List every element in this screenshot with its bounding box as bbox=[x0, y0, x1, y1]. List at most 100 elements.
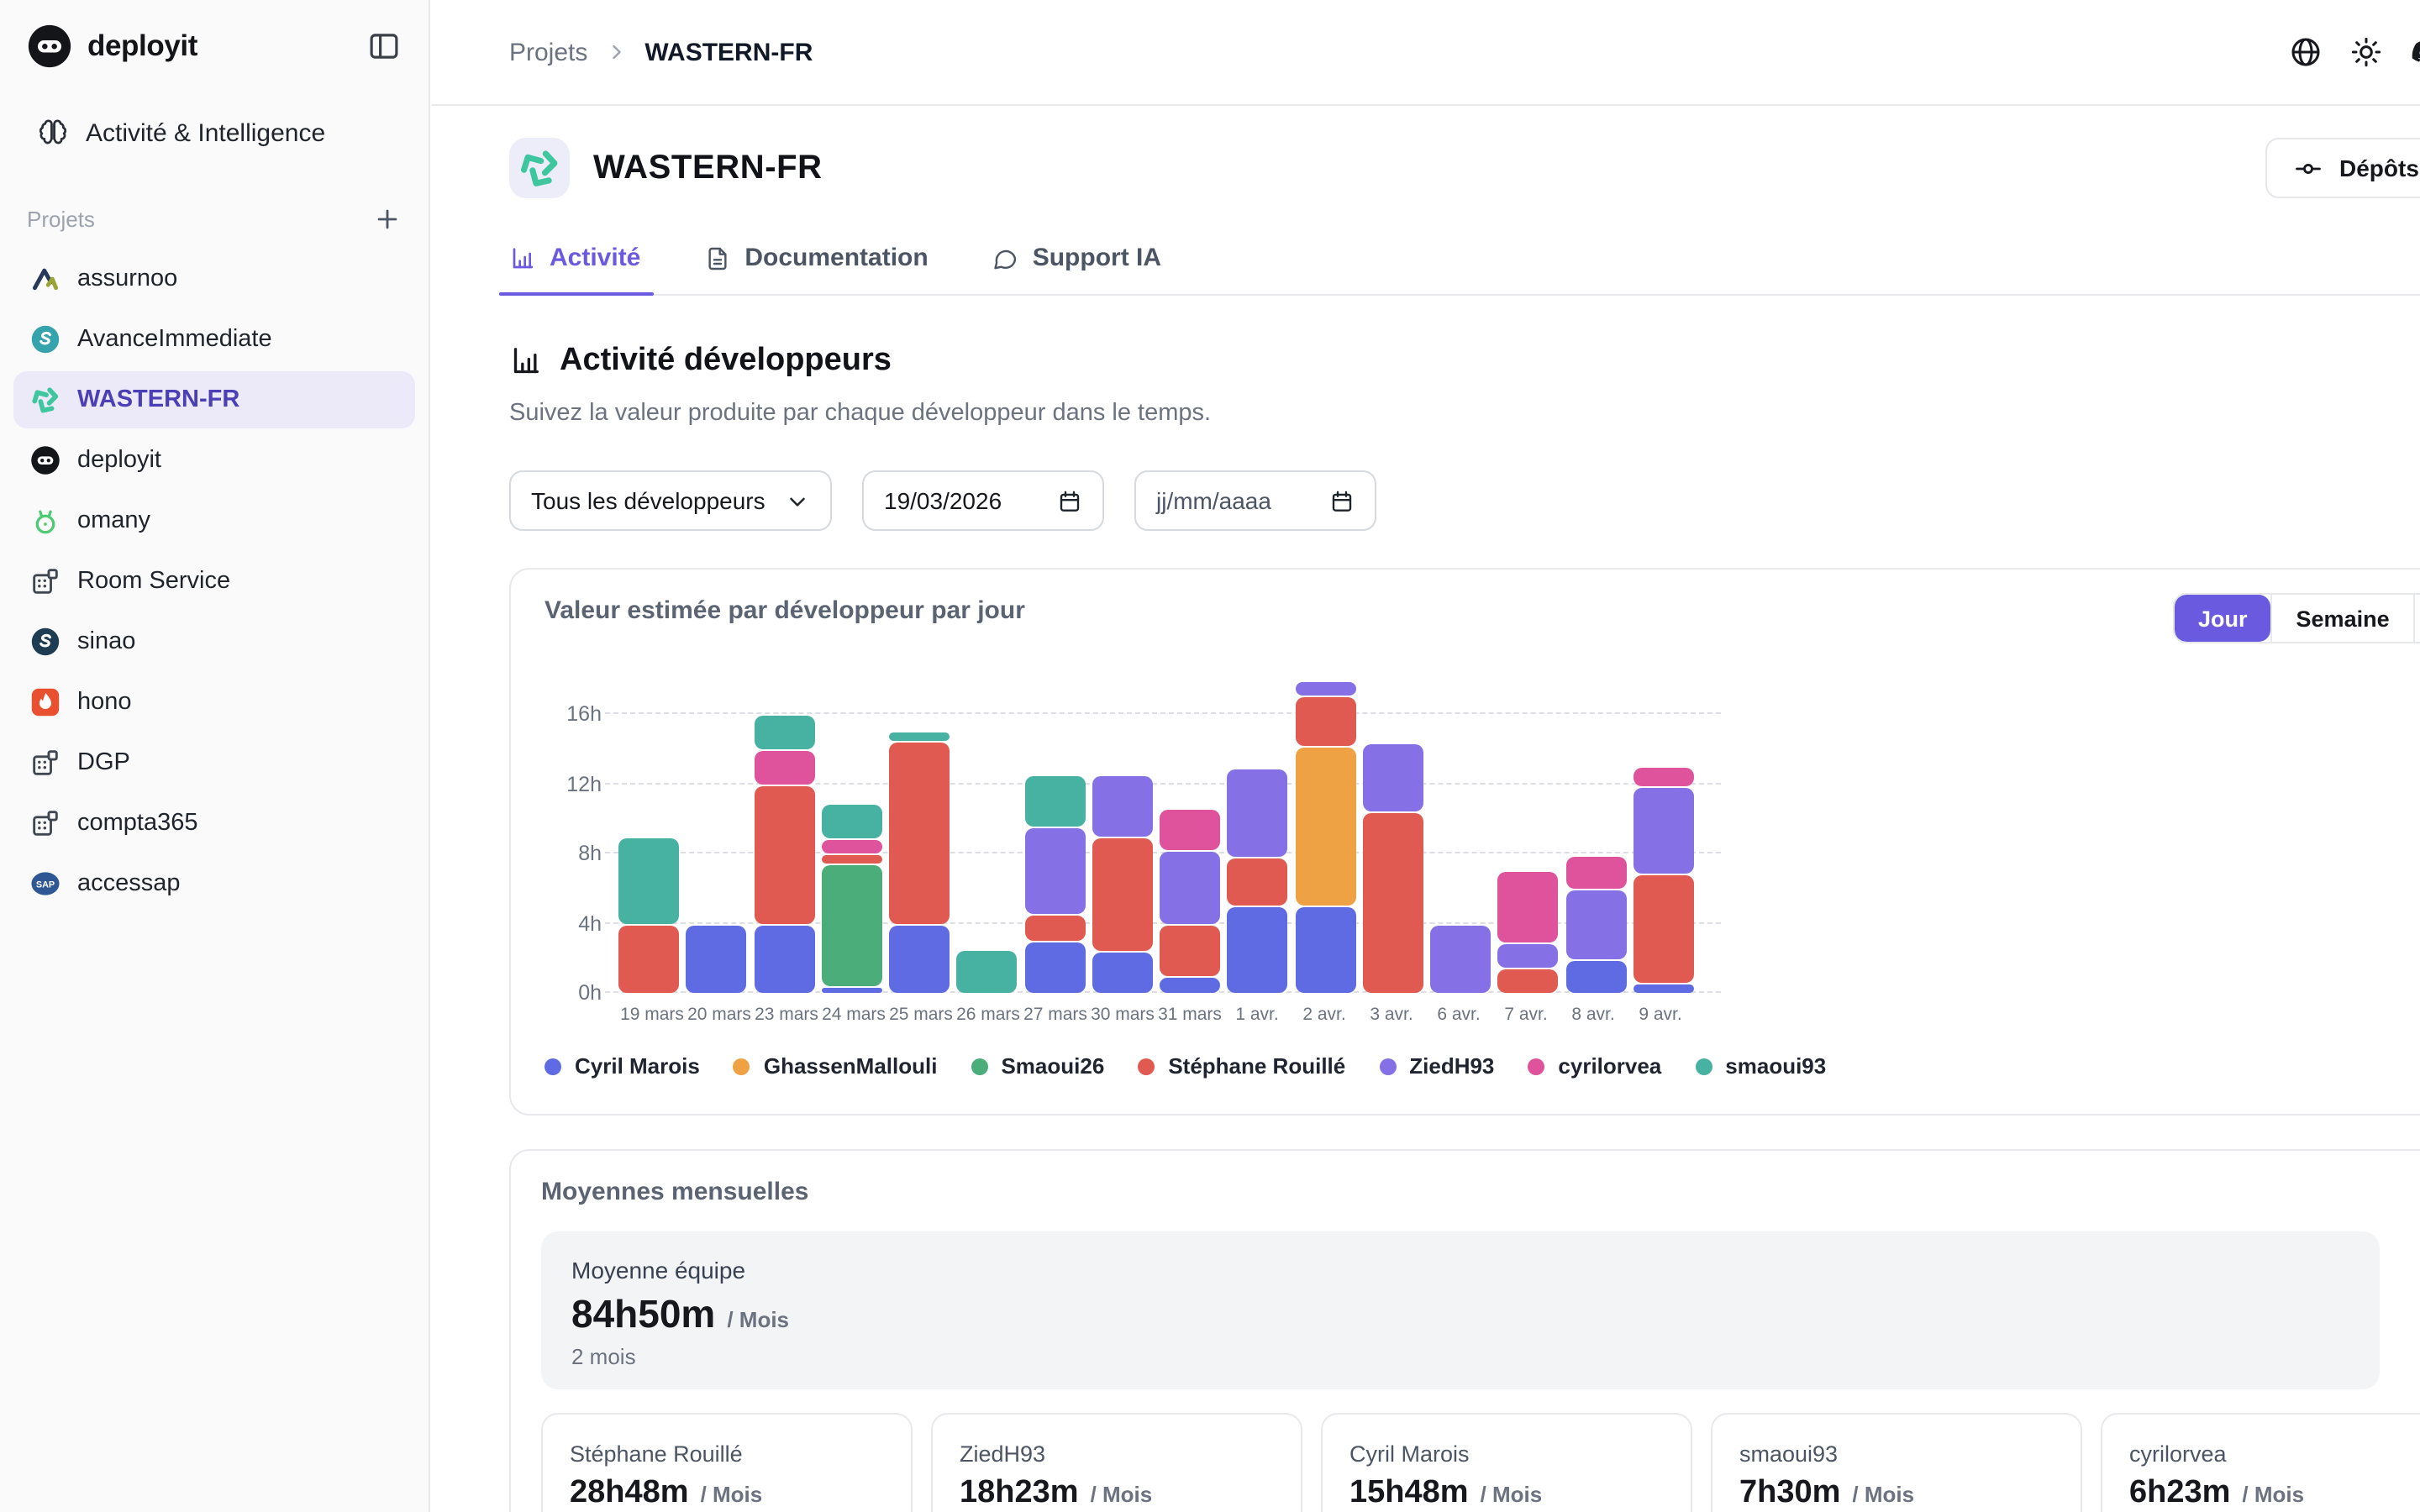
toggle-mois[interactable]: Mois bbox=[2412, 595, 2420, 642]
deposits-button[interactable]: Dépôts bbox=[2265, 138, 2420, 198]
chevron-down-icon bbox=[785, 488, 810, 513]
date-to-input[interactable]: jj/mm/aaaa bbox=[1134, 470, 1376, 531]
bar-segment-cyril-marois bbox=[686, 925, 747, 993]
sidebar-header: deployit bbox=[0, 0, 429, 69]
tab-activit[interactable]: Activité bbox=[498, 244, 655, 296]
sidebar-item-activite-intelligence[interactable]: Activité & Intelligence bbox=[20, 106, 408, 161]
bar-8-avr bbox=[1565, 857, 1627, 993]
bar-segment-cyrilorvea bbox=[1633, 768, 1694, 786]
building-icon bbox=[30, 808, 60, 838]
x-tick-label: 8 avr. bbox=[1571, 1005, 1615, 1025]
legend-label: ZiedH93 bbox=[1409, 1053, 1495, 1079]
sidebar-collapse-icon[interactable] bbox=[366, 29, 402, 64]
sidebar-item-deployit[interactable]: deployit bbox=[13, 432, 415, 489]
sidebar-item-sinao[interactable]: sinao bbox=[13, 613, 415, 670]
project-name: Room Service bbox=[77, 568, 231, 595]
bar-6-avr bbox=[1430, 925, 1491, 993]
globe-icon[interactable] bbox=[2289, 35, 2323, 69]
sidebar-item-compta365[interactable]: compta365 bbox=[13, 795, 415, 852]
bar-segment-cyrilorvea bbox=[1160, 810, 1221, 850]
legend-label: Cyril Marois bbox=[575, 1053, 700, 1079]
topbar-icons bbox=[2289, 35, 2420, 69]
toggle-jour[interactable]: Jour bbox=[2175, 595, 2271, 642]
legend-dot bbox=[1695, 1058, 1712, 1074]
team-average-value: 84h50m bbox=[571, 1292, 716, 1336]
tab-support-ia[interactable]: Support IA bbox=[992, 244, 1161, 294]
y-tick-label: 12h bbox=[566, 772, 602, 795]
date-from-input[interactable]: 19/03/2026 bbox=[862, 470, 1104, 531]
wastern-logo bbox=[30, 385, 60, 415]
y-tick-label: 8h bbox=[578, 842, 602, 865]
omany-logo bbox=[30, 506, 60, 536]
legend-label: Smaoui26 bbox=[1001, 1053, 1105, 1079]
sidebar-item-accessap[interactable]: SAP accessap bbox=[13, 855, 415, 912]
sidebar-item-hono[interactable]: hono bbox=[13, 674, 415, 731]
project-name: hono bbox=[77, 689, 132, 716]
bar-segment-smaoui93 bbox=[889, 732, 950, 741]
project-name: WASTERN-FR bbox=[77, 386, 240, 413]
team-average-card: Moyenne équipe 84h50m / Mois 2 mois bbox=[541, 1231, 2380, 1389]
bar-segment-cyril-marois bbox=[1565, 961, 1627, 993]
legend-item-st-phane-rouill: Stéphane Rouillé bbox=[1138, 1053, 1345, 1079]
sidebar-item-room-service[interactable]: Room Service bbox=[13, 553, 415, 610]
toggle-semaine[interactable]: Semaine bbox=[2270, 595, 2413, 642]
add-project-button[interactable] bbox=[373, 205, 402, 234]
date-to-placeholder: jj/mm/aaaa bbox=[1156, 487, 1271, 514]
bar-1-avr bbox=[1227, 769, 1288, 993]
team-average-unit: / Mois bbox=[727, 1307, 790, 1332]
x-tick-label: 31 mars bbox=[1158, 1005, 1222, 1025]
sidebar-item-wastern-fr[interactable]: WASTERN-FR bbox=[13, 371, 415, 428]
chevron-right-icon bbox=[604, 40, 628, 64]
discord-icon[interactable] bbox=[2410, 35, 2420, 69]
bar-segment-cyril-marois bbox=[1024, 942, 1086, 993]
project-logo bbox=[509, 138, 570, 198]
bar-segment-cyrilorvea bbox=[1565, 857, 1627, 889]
page-title: WASTERN-FR bbox=[593, 149, 823, 186]
bar-20-mars bbox=[686, 925, 747, 993]
legend-label: smaoui93 bbox=[1725, 1053, 1827, 1079]
sidebar-item-omany[interactable]: omany bbox=[13, 492, 415, 549]
bar-segment-st-phane-rouill bbox=[1633, 875, 1694, 983]
bar-segment-smaoui93 bbox=[754, 716, 815, 749]
project-name: DGP bbox=[77, 749, 130, 776]
legend-dot bbox=[971, 1058, 988, 1074]
main-area: Projets WASTERN-FR WASTERN-FR Dépôts Act… bbox=[432, 0, 2420, 1512]
tab-documentation[interactable]: Documentation bbox=[704, 244, 929, 294]
breadcrumb-projects[interactable]: Projets bbox=[509, 38, 588, 66]
tab-label: Documentation bbox=[744, 244, 929, 272]
developer-average-unit: / Mois bbox=[1090, 1482, 1153, 1507]
gridline bbox=[605, 782, 1721, 784]
message-circle-icon bbox=[992, 244, 1019, 271]
chart-plot bbox=[605, 680, 1721, 993]
sun-icon[interactable] bbox=[2349, 35, 2383, 69]
developer-select[interactable]: Tous les développeurs bbox=[509, 470, 832, 531]
developer-average-value: 6h23m bbox=[2129, 1475, 2231, 1510]
sidebar-item-assurnoo[interactable]: assurnoo bbox=[13, 250, 415, 307]
bar-26-mars bbox=[956, 951, 1018, 993]
x-tick-label: 25 mars bbox=[889, 1005, 953, 1025]
calendar-icon bbox=[1329, 488, 1355, 513]
developer-average-value: 18h23m bbox=[960, 1475, 1079, 1510]
brand[interactable]: deployit bbox=[27, 24, 197, 69]
developer-name: ZiedH93 bbox=[960, 1441, 1046, 1467]
sidebar: deployit Activité & Intelligence Projets… bbox=[0, 0, 430, 1512]
tab-label: Activité bbox=[550, 244, 641, 272]
x-tick-label: 27 mars bbox=[1023, 1005, 1087, 1025]
svg-text:SAP: SAP bbox=[36, 879, 55, 890]
bar-segment-ziedh93 bbox=[1430, 925, 1491, 993]
sidebar-item-dgp[interactable]: DGP bbox=[13, 734, 415, 791]
developer-average-card-smaoui93: smaoui93 7h30m / Mois bbox=[1711, 1413, 2082, 1512]
developer-select-value: Tous les développeurs bbox=[531, 487, 765, 514]
filters-row: Tous les développeurs 19/03/2026 jj/mm/a… bbox=[509, 470, 1376, 531]
breadcrumb-current: WASTERN-FR bbox=[644, 38, 813, 66]
sidebar-item-avanceimmediate[interactable]: AvanceImmediate bbox=[13, 311, 415, 368]
legend-item-smaoui93: smaoui93 bbox=[1695, 1053, 1826, 1079]
bar-segment-cyril-marois bbox=[1227, 907, 1288, 993]
developer-average-card-cyril-marois: Cyril Marois 15h48m / Mois bbox=[1321, 1413, 1692, 1512]
bar-9-avr bbox=[1633, 768, 1694, 993]
monthly-averages-title: Moyennes mensuelles bbox=[541, 1178, 809, 1206]
project-name: assurnoo bbox=[77, 265, 178, 292]
chart-legend: Cyril Marois GhassenMallouli Smaoui26 Stéph… bbox=[544, 1053, 1826, 1079]
bar-segment-ziedh93 bbox=[1497, 943, 1559, 969]
developer-average-card-ziedh93: ZiedH93 18h23m / Mois bbox=[931, 1413, 1302, 1512]
